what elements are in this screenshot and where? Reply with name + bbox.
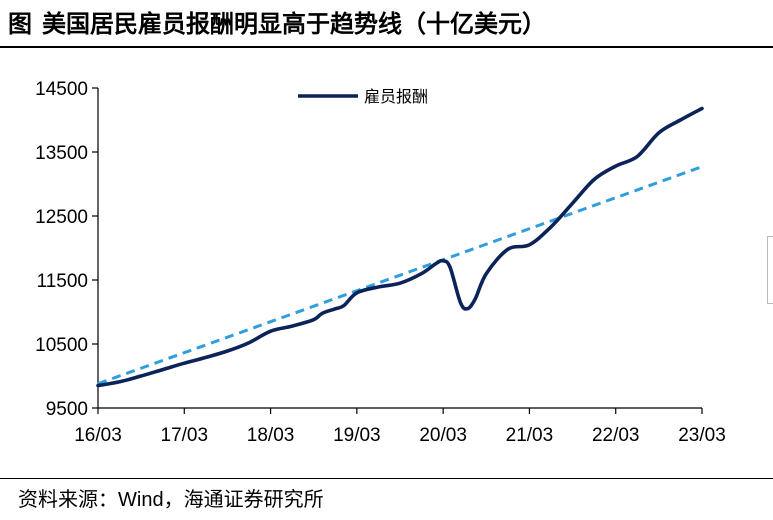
- side-bracket: [767, 236, 773, 304]
- legend: 雇员报酬: [298, 87, 428, 106]
- x-tick-label: 20/03: [419, 425, 467, 446]
- source-text: Wind，海通证券研究所: [118, 489, 324, 511]
- trend-line: [97, 165, 703, 386]
- x-tick-label: 16/03: [74, 425, 122, 446]
- chart-title: 图美国居民雇员报酬明显高于趋势线（十亿美元）: [8, 6, 768, 42]
- compensation-series-line: [96, 106, 704, 388]
- y-ticks: 9500 10500 11500 12500 13500 14500: [35, 79, 98, 420]
- source-label: 资料来源：: [18, 487, 118, 511]
- x-tick-label: 21/03: [506, 425, 554, 446]
- y-tick-label: 13500: [35, 143, 88, 164]
- x-tick-label: 17/03: [161, 425, 209, 446]
- x-ticks: 16/03 17/03 18/03 19/03 20/03 21/03 22/03 23/03: [74, 408, 726, 446]
- chart-axes: [97, 88, 702, 409]
- x-tick-label: 23/03: [678, 425, 726, 446]
- y-tick-label: 11500: [37, 271, 88, 292]
- x-tick-label: 22/03: [592, 425, 640, 446]
- x-tick-label: 19/03: [333, 425, 381, 446]
- figure-title-text: 美国居民雇员报酬明显高于趋势线（十亿美元）: [42, 9, 546, 38]
- y-tick-label: 9500: [46, 399, 88, 420]
- y-tick-label: 10500: [35, 335, 88, 356]
- legend-label: 雇员报酬: [364, 87, 428, 106]
- title-divider: [0, 46, 773, 48]
- source-note: 资料来源：Wind，海通证券研究所: [18, 484, 324, 514]
- figure-prefix: 图: [8, 9, 32, 38]
- source-divider: [0, 478, 773, 479]
- line-chart: 9500 10500 11500 12500 13500 14500 16/03 17/03…: [35, 79, 726, 446]
- x-tick-label: 18/03: [247, 425, 295, 446]
- y-tick-label: 12500: [35, 207, 88, 228]
- y-tick-label: 14500: [35, 79, 88, 100]
